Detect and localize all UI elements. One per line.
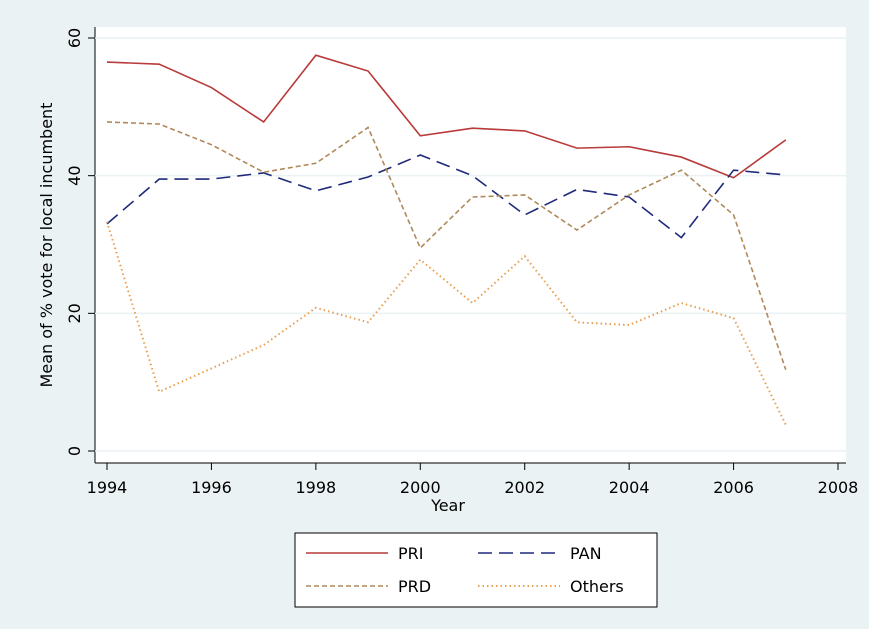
y-tick-label: 60 [65,28,84,48]
legend-label: PAN [570,544,602,563]
x-tick-label: 2002 [504,478,545,497]
legend-label: PRI [398,544,423,563]
y-tick-label: 20 [65,303,84,323]
plot-area [95,27,846,463]
x-axis-label: Year [430,496,465,515]
x-tick-label: 1998 [295,478,336,497]
series-line [106,121,787,371]
series-line [106,54,787,179]
x-tick-label: 2008 [818,478,859,497]
y-tick-label: 40 [65,165,84,185]
x-tick-label: 1996 [191,478,232,497]
y-axis-label: Mean of % vote for local incumbent [37,103,56,388]
x-tick-label: 2004 [609,478,650,497]
legend-box [294,532,658,608]
legend-label: PRD [398,577,431,596]
legend-label: Others [570,577,624,596]
y-tick-label: 0 [65,446,84,456]
series-line [106,154,786,239]
x-tick-label: 1994 [87,478,128,497]
x-tick-label: 2000 [400,478,441,497]
x-tick-label: 2006 [713,478,754,497]
